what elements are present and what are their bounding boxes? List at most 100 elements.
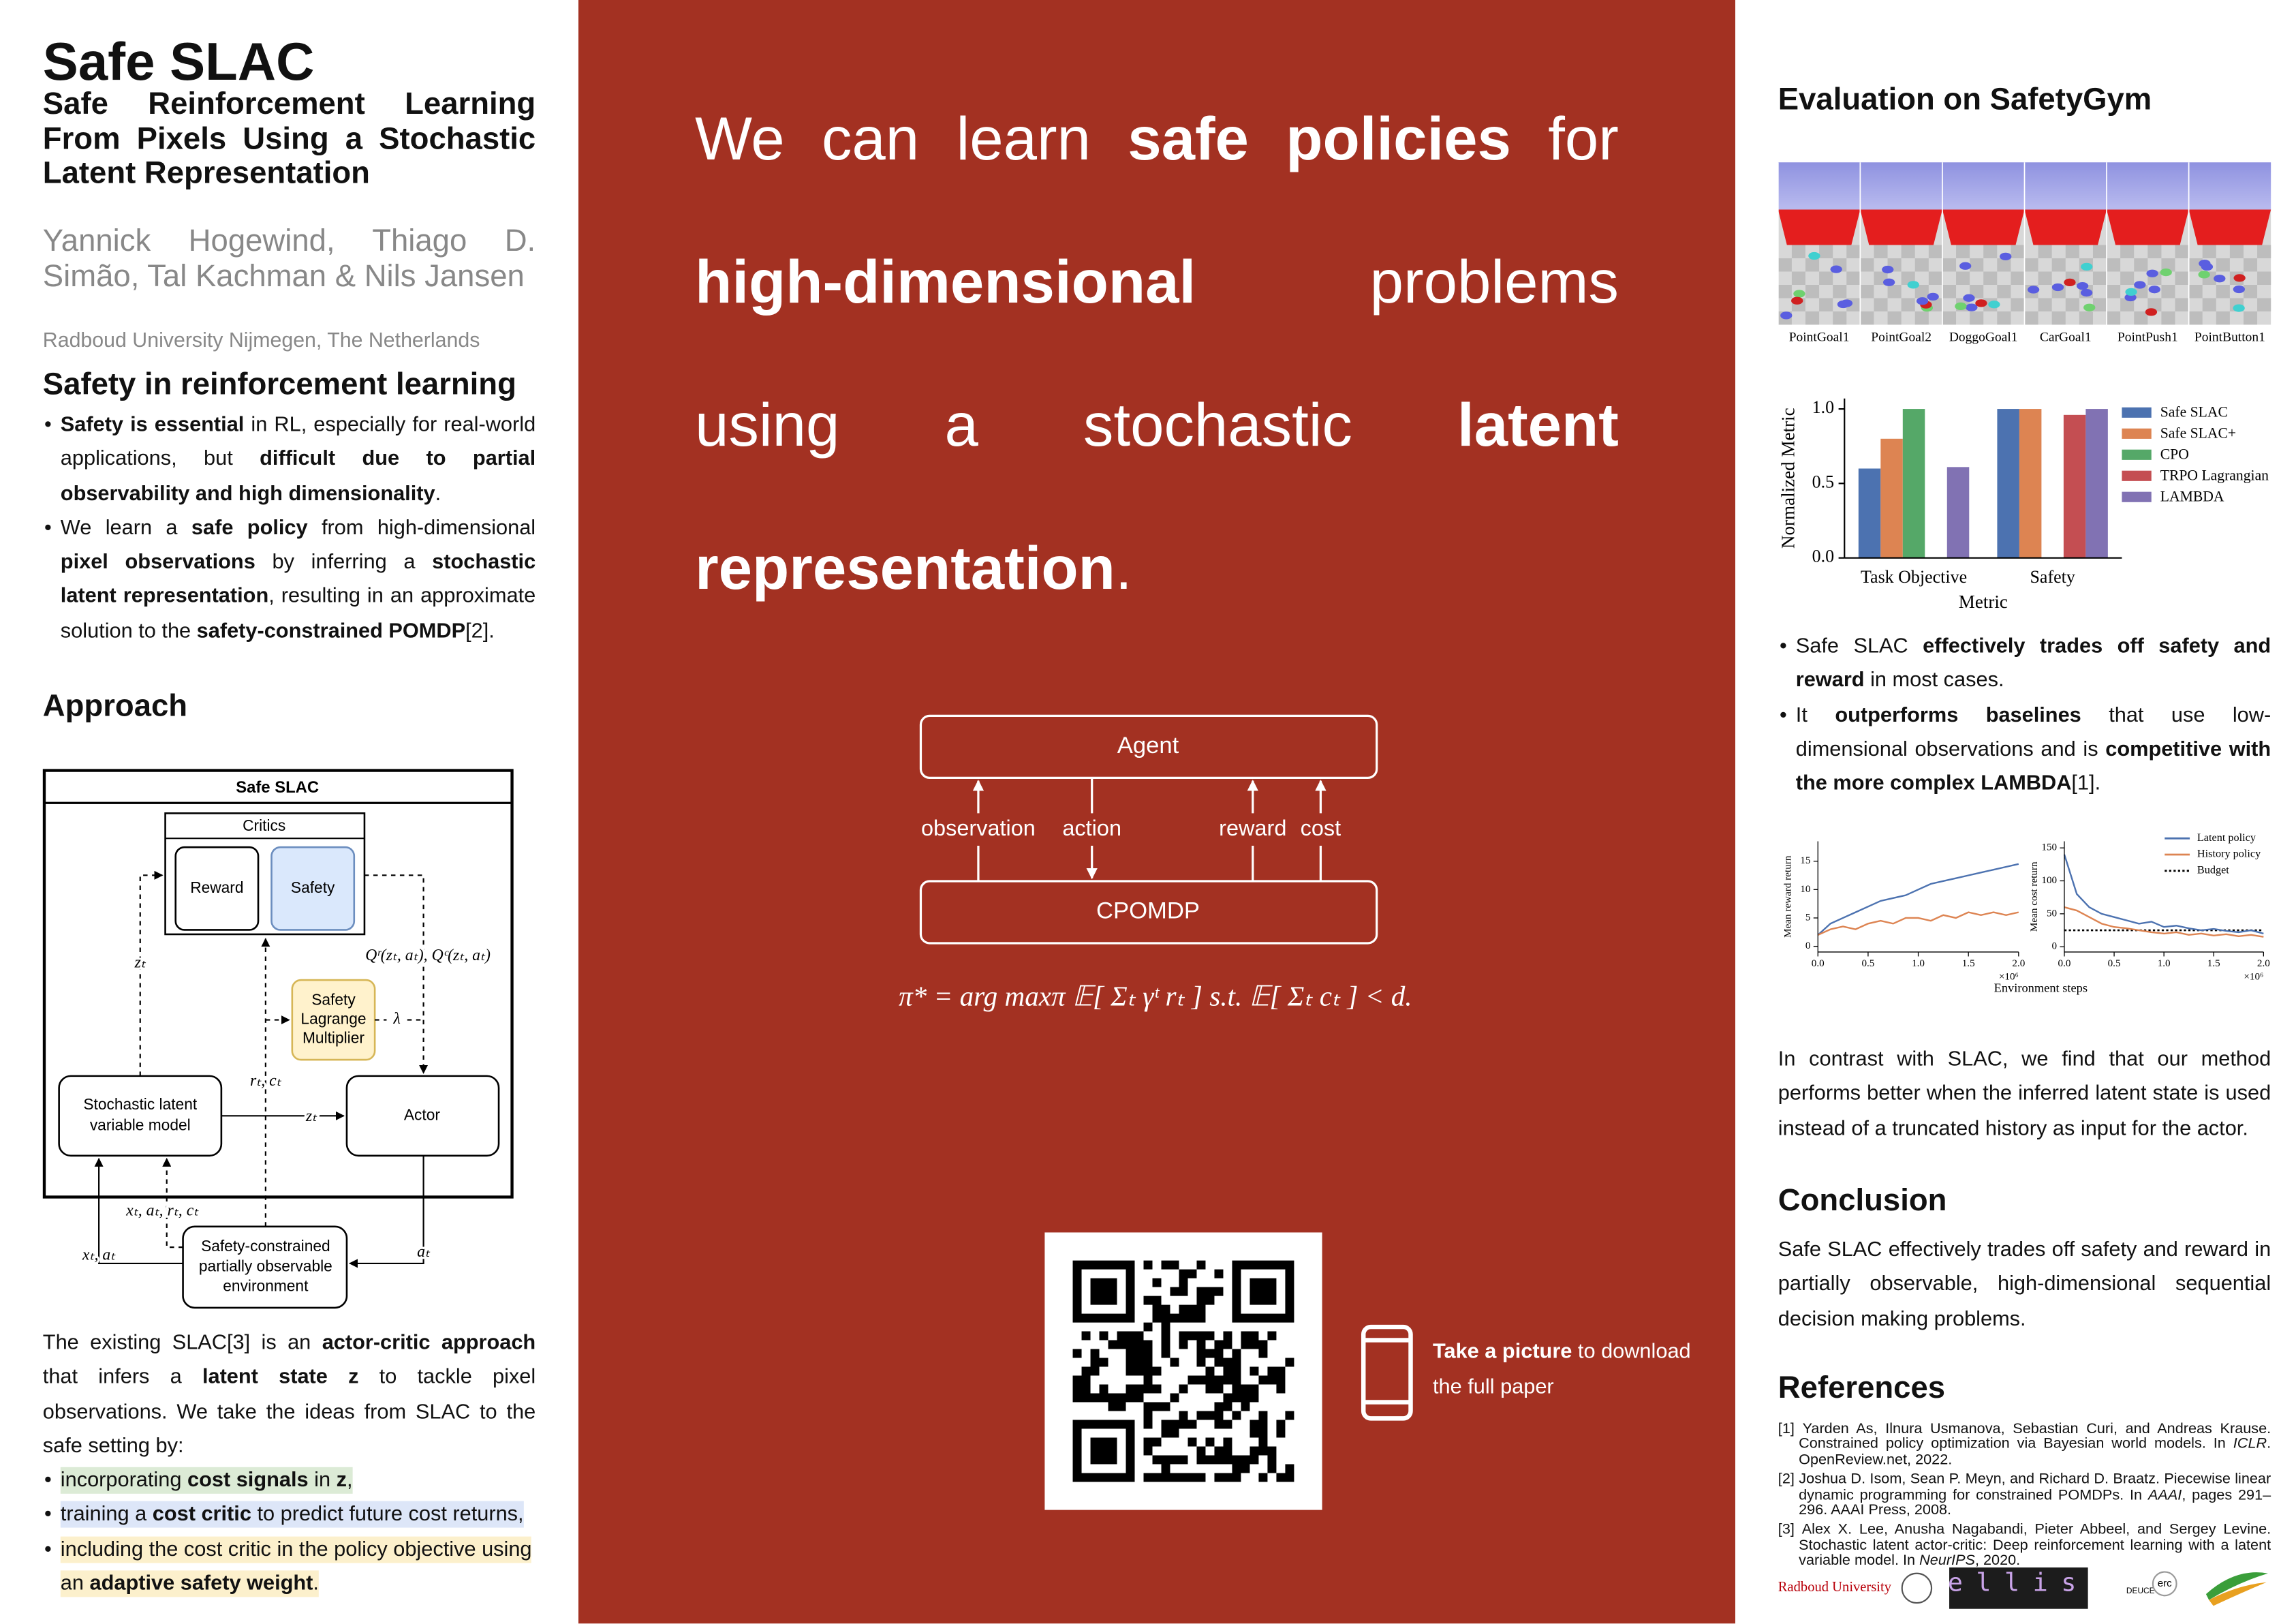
- object: [2051, 283, 2064, 292]
- node-label: Safety-constrained partially observable en…: [199, 1237, 332, 1294]
- object: [2076, 281, 2089, 290]
- sky: [2188, 162, 2271, 210]
- hazard-zone: [1778, 209, 1861, 245]
- bold-text: z: [336, 1469, 347, 1493]
- checker: [1928, 245, 1942, 259]
- environment-label: PointGoal1: [1789, 330, 1850, 344]
- text-run: [2].: [465, 619, 495, 643]
- bar: [1946, 467, 1970, 558]
- logo-swoosh: [2209, 1582, 2267, 1606]
- checker: [1970, 258, 1984, 272]
- checker: [1874, 298, 1888, 311]
- checker: [2024, 311, 2038, 325]
- legend-label: Latent policy: [2197, 831, 2256, 844]
- object: [2148, 286, 2160, 294]
- bar: [2019, 409, 2042, 558]
- text-run: to tackle pixel observations. We take th…: [42, 1366, 536, 1458]
- edge: [94, 1157, 183, 1265]
- poster-title: Safe SLAC: [42, 31, 315, 92]
- edge-label: aₜ: [417, 1243, 431, 1261]
- edge-label: xₜ, aₜ, rₜ, cₜ: [125, 1202, 199, 1220]
- object: [2124, 293, 2137, 302]
- checker: [2175, 298, 2189, 311]
- logo-radboud: Radboud University: [1778, 1580, 1892, 1595]
- text-line: Multiplier: [302, 1029, 364, 1047]
- text-run: .: [435, 482, 441, 506]
- safety-box: [270, 846, 356, 931]
- reference: [3] Alex X. Lee, Anusha Nagabandi, Piete…: [1778, 1522, 2271, 1570]
- checker: [1805, 258, 1820, 272]
- series-line: [2064, 906, 2264, 938]
- checker: [1805, 311, 1820, 325]
- object: [1830, 265, 1842, 273]
- poster-subtitle: Safe Reinforcement Learning From Pixels …: [42, 87, 536, 191]
- sky: [2107, 162, 2189, 210]
- highlight: incorporating cost signals in z,: [60, 1467, 353, 1495]
- bold-text: latent representation: [695, 390, 1619, 602]
- checker: [1942, 285, 1957, 298]
- text-run: It: [1795, 703, 1835, 727]
- bold-text: safety-constrained POMDP: [196, 619, 466, 643]
- object: [2160, 268, 2172, 277]
- node-label: Critics: [243, 816, 285, 834]
- x-tick-label: 0.5: [2108, 957, 2121, 969]
- logo-deuce: DEUCE: [2126, 1586, 2155, 1595]
- edge: [348, 1155, 424, 1268]
- checker: [2161, 285, 2175, 298]
- checker: [2257, 245, 2271, 259]
- edge-label: observation: [921, 816, 1036, 840]
- y-tick-label: 1.0: [1812, 397, 1834, 417]
- text-line: Stochastic latent: [83, 1095, 197, 1113]
- reference-label: [3]: [1778, 1522, 1795, 1539]
- checker: [1819, 298, 1833, 311]
- bold-text: effectively trades off safety and reward: [1795, 634, 2271, 693]
- checker: [2011, 245, 2025, 259]
- legend-label: Safe SLAC: [2160, 403, 2228, 420]
- node-label: Safety Lagrange Multiplier: [300, 990, 366, 1046]
- edge-label: cost: [1301, 816, 1341, 840]
- checker: [1997, 311, 2011, 325]
- legend-label: LAMBDA: [2160, 488, 2224, 504]
- text-run: .: [313, 1572, 319, 1596]
- object: [2134, 281, 2146, 289]
- bold-text: Take a picture: [1433, 1340, 1572, 1364]
- bullet-item: We learn a safe policy from high-dimensi…: [44, 512, 536, 649]
- text-line: Safety-constrained: [201, 1237, 330, 1255]
- object: [1927, 292, 1939, 301]
- interaction-diagram: Agent CPOMDP observation action reward cost π*…: [899, 714, 1412, 1012]
- object: [1780, 311, 1793, 320]
- checker: [1928, 271, 1942, 286]
- bold-text: pixel observations: [60, 551, 255, 574]
- checker: [2216, 258, 2230, 272]
- text-run: ,: [346, 1469, 353, 1493]
- object: [1955, 302, 1967, 311]
- text-run: , pages 291–296. AAAI Press, 2008.: [1799, 1487, 2271, 1519]
- call-to-action: Take a picture to download the full pape…: [1433, 1334, 1691, 1405]
- text-line: partially observable: [199, 1257, 332, 1274]
- text-line: Safety: [311, 990, 356, 1008]
- bullet-item: including the cost critic in the policy …: [44, 1533, 542, 1602]
- checker: [1778, 258, 1792, 272]
- bold-text: cost signals: [187, 1469, 309, 1493]
- sky: [1860, 162, 1942, 210]
- x-tick-label: 1.5: [2207, 957, 2220, 969]
- node-label: CPOMDP: [1096, 898, 1200, 924]
- checker: [1874, 245, 1888, 259]
- legend-label: TRPO Lagrangian: [2160, 467, 2269, 483]
- node-label: Reward: [190, 878, 243, 896]
- legend-label: Safe SLAC+: [2160, 425, 2236, 441]
- checker: [1901, 298, 1915, 311]
- object: [1882, 265, 1894, 274]
- legend-swatch: [2122, 428, 2152, 439]
- sky: [1778, 162, 1861, 210]
- y-tick-label: 10: [1800, 883, 1810, 895]
- y-axis-label: Mean reward return: [1782, 855, 1793, 938]
- environment-label: DoggoGoal1: [1949, 330, 2018, 344]
- checker: [2243, 258, 2258, 272]
- x-tick-label: 0.5: [1861, 957, 1874, 969]
- checker: [2092, 298, 2107, 311]
- checker: [2011, 298, 2025, 311]
- qr-code: [1044, 1232, 1322, 1510]
- headline: We can learn safe policies for high-dime…: [695, 68, 1619, 641]
